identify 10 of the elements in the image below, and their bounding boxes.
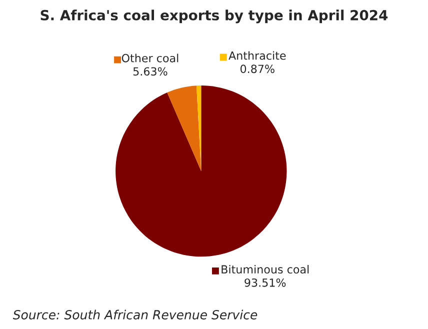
pie-slice [167,86,202,172]
legend-label: Other coal [122,54,178,62]
source-note: Source: South African Revenue Service [12,310,258,320]
data-label: 5.63% [133,67,168,76]
legend-label: Anthracite [228,51,286,60]
data-label: 0.87% [240,64,274,74]
chart-title: S. Africa's coal exports by type in April 2024 [40,10,388,24]
pie-slice [116,85,287,257]
data-label: 93.51% [244,278,286,287]
legend-label: Bituminous coal [222,264,309,274]
